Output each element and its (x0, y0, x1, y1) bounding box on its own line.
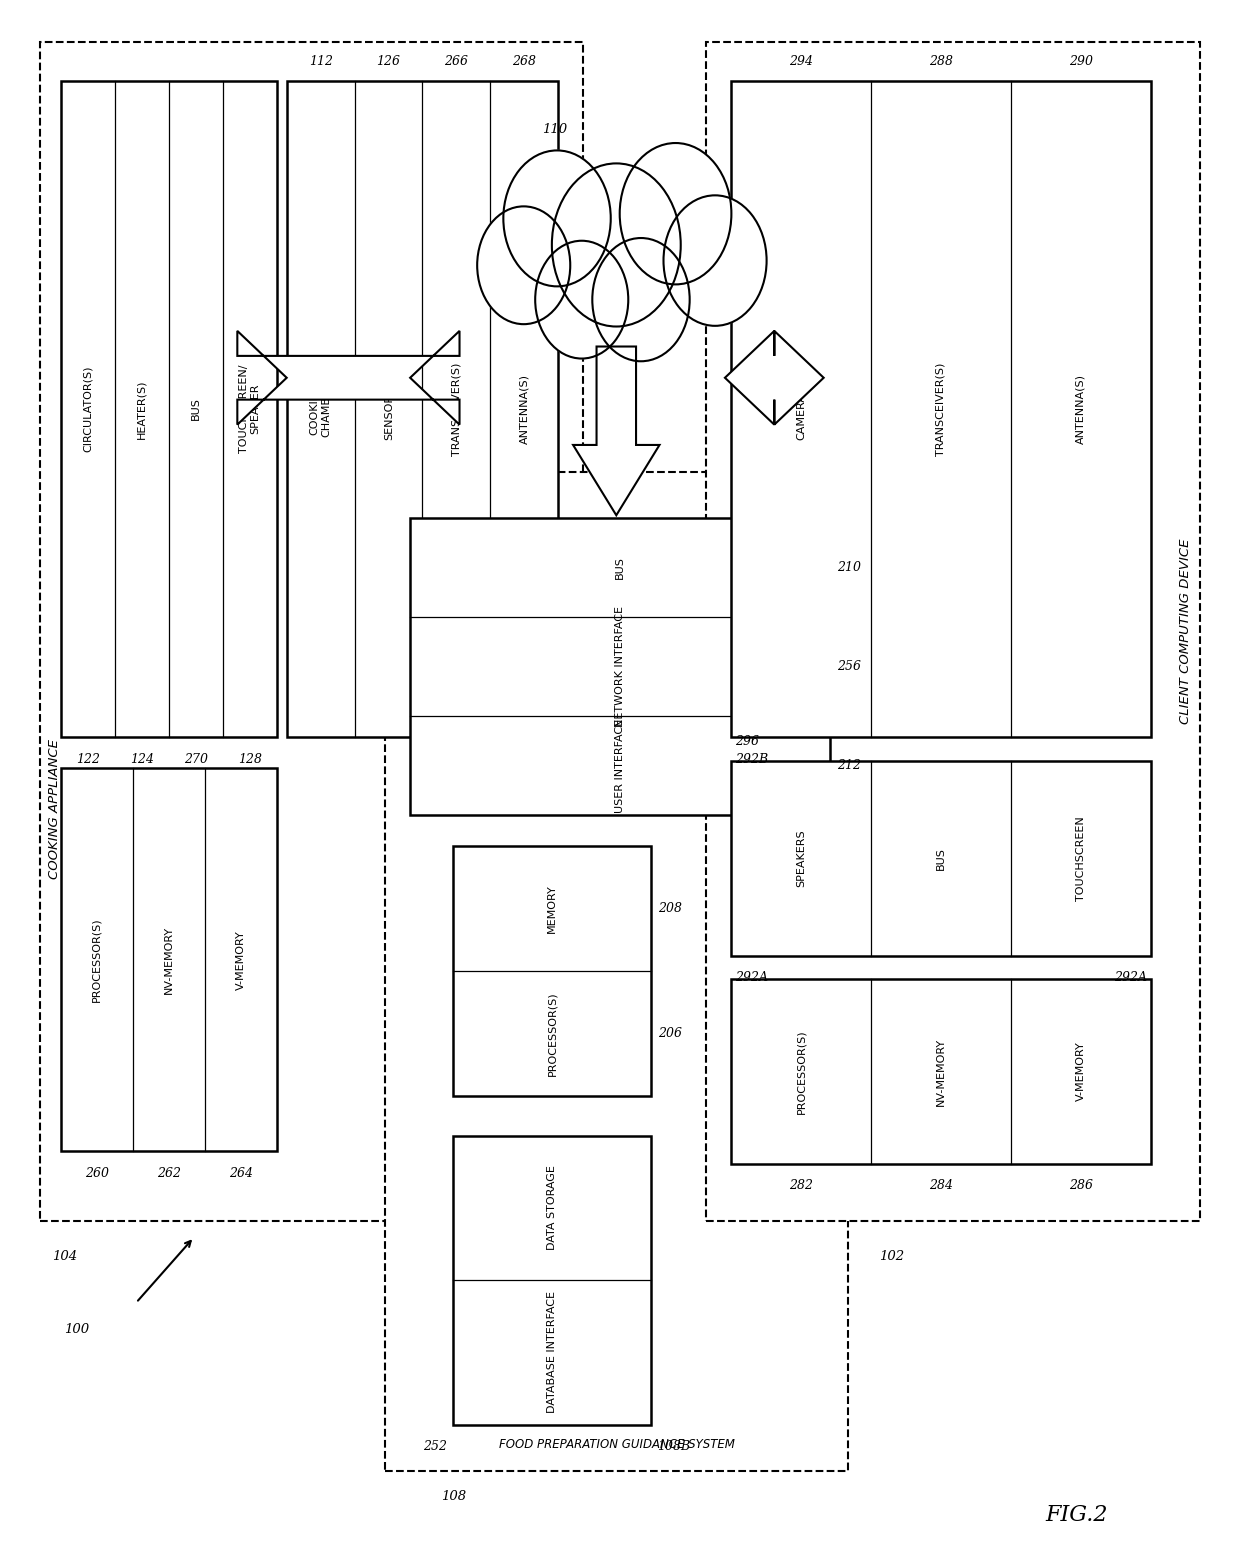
Bar (732, 82, 1151, 737)
Text: PROCESSOR(S): PROCESSOR(S) (796, 1029, 806, 1113)
Text: COOKING APPLIANCE: COOKING APPLIANCE (48, 739, 61, 878)
Text: CIRCULATOR(S): CIRCULATOR(S) (83, 365, 93, 452)
Text: FIG.2: FIG.2 (1045, 1504, 1109, 1526)
Bar (707, 42, 1200, 1221)
Bar (410, 519, 830, 815)
Text: PROCESSOR(S): PROCESSOR(S) (547, 991, 557, 1076)
Text: 264: 264 (229, 1167, 253, 1179)
Text: 206: 206 (658, 1027, 682, 1041)
Circle shape (620, 143, 732, 284)
Text: 282: 282 (789, 1179, 813, 1192)
Bar (61, 768, 277, 1151)
Bar (732, 760, 1151, 956)
Text: TOUCHSCREEN/
SPEAKER: TOUCHSCREEN/ SPEAKER (239, 365, 260, 453)
Text: 256: 256 (837, 660, 862, 673)
Bar (386, 472, 848, 1471)
Text: V-MEMORY: V-MEMORY (236, 930, 246, 989)
Text: 210: 210 (837, 561, 862, 574)
Text: 104: 104 (52, 1250, 77, 1262)
Circle shape (663, 196, 766, 326)
Text: NV-MEMORY: NV-MEMORY (164, 925, 174, 994)
Text: SPEAKERS: SPEAKERS (796, 829, 806, 887)
Text: NV-MEMORY: NV-MEMORY (936, 1038, 946, 1105)
Text: 108: 108 (441, 1490, 466, 1504)
Text: 292A: 292A (735, 972, 768, 985)
Bar (286, 82, 558, 737)
Text: 124: 124 (130, 753, 154, 765)
Text: TOUCHSCREEN: TOUCHSCREEN (1076, 815, 1086, 900)
Text: 262: 262 (156, 1167, 181, 1179)
Text: 212: 212 (837, 759, 862, 773)
Text: TRANSCEIVER(S): TRANSCEIVER(S) (936, 362, 946, 456)
Bar (61, 82, 277, 737)
Text: ANTENNA(S): ANTENNA(S) (520, 375, 529, 444)
Circle shape (477, 207, 570, 325)
Circle shape (593, 238, 689, 361)
Polygon shape (573, 347, 660, 516)
Text: FOOD PREPARATION GUIDANCE SYSTEM: FOOD PREPARATION GUIDANCE SYSTEM (498, 1438, 735, 1450)
Text: 296: 296 (735, 735, 759, 748)
Text: 112: 112 (309, 55, 332, 69)
Text: MEMORY: MEMORY (547, 884, 557, 933)
Bar (40, 42, 583, 1221)
Text: USER INTERFACE: USER INTERFACE (615, 718, 625, 812)
Text: 122: 122 (76, 753, 99, 765)
Text: 292A: 292A (1114, 972, 1147, 985)
Bar (454, 847, 651, 1096)
Text: 108B: 108B (657, 1441, 691, 1454)
Text: PROCESSOR(S): PROCESSOR(S) (92, 917, 102, 1002)
Text: TRANSCEIVER(S): TRANSCEIVER(S) (451, 362, 461, 456)
Text: 284: 284 (929, 1179, 954, 1192)
Text: 110: 110 (542, 122, 568, 135)
Text: 102: 102 (879, 1250, 904, 1262)
Text: 252: 252 (423, 1441, 448, 1454)
Text: 288: 288 (929, 55, 954, 69)
Text: CAMERA(S): CAMERA(S) (796, 378, 806, 441)
Text: BUS: BUS (615, 557, 625, 579)
Text: 270: 270 (184, 753, 208, 765)
Bar (454, 1135, 651, 1425)
Text: COOKING
CHAMBER: COOKING CHAMBER (310, 381, 331, 437)
Circle shape (503, 151, 611, 287)
Text: NETWORK INTERFACE: NETWORK INTERFACE (615, 607, 625, 728)
Text: HEATER(S): HEATER(S) (136, 379, 146, 439)
Circle shape (536, 241, 629, 359)
Text: 286: 286 (1069, 1179, 1092, 1192)
Text: 268: 268 (512, 55, 537, 69)
Text: 100: 100 (64, 1323, 89, 1336)
Text: 266: 266 (444, 55, 469, 69)
Text: DATA STORAGE: DATA STORAGE (547, 1165, 557, 1250)
Text: 294: 294 (789, 55, 813, 69)
Text: V-MEMORY: V-MEMORY (1076, 1041, 1086, 1101)
Text: DATABASE INTERFACE: DATABASE INTERFACE (547, 1292, 557, 1413)
Text: 128: 128 (238, 753, 262, 765)
Polygon shape (237, 331, 460, 425)
Text: ANTENNA(S): ANTENNA(S) (1076, 375, 1086, 444)
Text: 260: 260 (84, 1167, 109, 1179)
Text: BUS: BUS (191, 398, 201, 420)
Circle shape (552, 163, 681, 326)
Bar (732, 980, 1151, 1163)
Text: SENSOR(S): SENSOR(S) (383, 378, 393, 441)
Text: 292B: 292B (735, 753, 768, 765)
Text: 126: 126 (377, 55, 401, 69)
Polygon shape (725, 331, 823, 425)
Text: 290: 290 (1069, 55, 1092, 69)
Text: CLIENT COMPUTING DEVICE: CLIENT COMPUTING DEVICE (1179, 539, 1192, 724)
Text: 208: 208 (658, 903, 682, 916)
Text: BUS: BUS (936, 847, 946, 870)
